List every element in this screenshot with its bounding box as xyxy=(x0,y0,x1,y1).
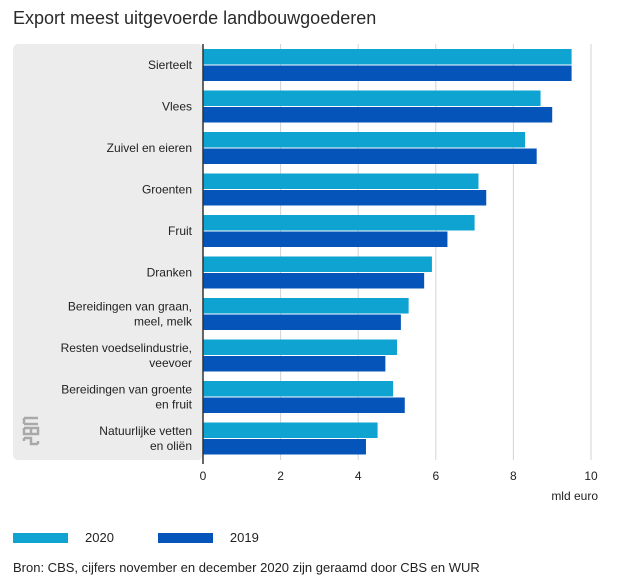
bar-2020-4 xyxy=(203,215,475,231)
category-label: Fruit xyxy=(168,224,193,238)
x-axis-unit-label: mld euro xyxy=(551,489,598,503)
bar-2019-1 xyxy=(203,107,553,123)
bar-2020-8 xyxy=(203,381,394,397)
bar-2019-5 xyxy=(203,273,425,289)
bar-2019-2 xyxy=(203,148,537,164)
legend-item-2019: 2019 xyxy=(157,530,259,545)
category-label-panel xyxy=(13,44,203,460)
category-label: Natuurlijke vetten xyxy=(99,424,192,438)
bar-2019-0 xyxy=(203,65,572,81)
bar-2019-6 xyxy=(203,314,401,330)
legend-item-2020: 2020 xyxy=(13,530,114,545)
category-label: Bereidingen van graan, xyxy=(68,300,192,314)
category-label: Zuivel en eieren xyxy=(107,141,192,155)
legend: 2020 2019 xyxy=(13,530,303,545)
bar-2019-7 xyxy=(203,356,386,372)
category-label: Vlees xyxy=(162,100,192,114)
source-note: Bron: CBS, cijfers november en december … xyxy=(13,560,480,575)
bar-chart: Sierteelt Vlees Zuivel en eieren Groenten Fr… xyxy=(13,44,598,503)
category-label: Groenten xyxy=(142,183,192,197)
bar-2019-3 xyxy=(203,190,487,206)
bar-2020-1 xyxy=(203,90,541,106)
category-label: Dranken xyxy=(147,266,192,280)
bar-2020-7 xyxy=(203,339,397,355)
legend-label-2020: 2020 xyxy=(85,530,114,545)
category-label: veevoer xyxy=(149,356,192,370)
category-label: en oliën xyxy=(150,439,192,453)
legend-swatch-2020 xyxy=(13,532,68,543)
cbs-logo-stroke xyxy=(22,436,40,446)
category-label: meel, melk xyxy=(134,315,193,329)
bar-2020-5 xyxy=(203,256,432,272)
x-tick-label: 2 xyxy=(277,469,284,483)
bar-2019-8 xyxy=(203,397,405,413)
category-label: Sierteelt xyxy=(148,58,193,72)
category-label: Resten voedselindustrie, xyxy=(61,341,192,355)
x-tick-label: 0 xyxy=(200,469,207,483)
x-tick-label: 6 xyxy=(432,469,439,483)
x-tick-label: 4 xyxy=(355,469,362,483)
cbs-logo-stroke xyxy=(22,426,40,436)
cbs-logo-icon xyxy=(22,416,40,446)
bar-2020-2 xyxy=(203,132,526,148)
bar-2020-0 xyxy=(203,49,572,65)
bar-2020-9 xyxy=(203,422,378,438)
category-label: en fruit xyxy=(155,398,192,412)
bar-2019-4 xyxy=(203,231,448,247)
legend-swatch-2019 xyxy=(157,532,213,543)
bar-2020-3 xyxy=(203,173,479,189)
category-label: Bereidingen van groente xyxy=(61,383,192,397)
cbs-logo-stroke xyxy=(22,416,38,426)
bar-2019-9 xyxy=(203,439,366,455)
chart-title: Export meest uitgevoerde landbouwgoedere… xyxy=(13,8,377,28)
bar-2020-6 xyxy=(203,298,409,314)
x-tick-label: 8 xyxy=(510,469,517,483)
x-tick-label: 10 xyxy=(584,469,598,483)
legend-label-2019: 2019 xyxy=(229,530,259,545)
